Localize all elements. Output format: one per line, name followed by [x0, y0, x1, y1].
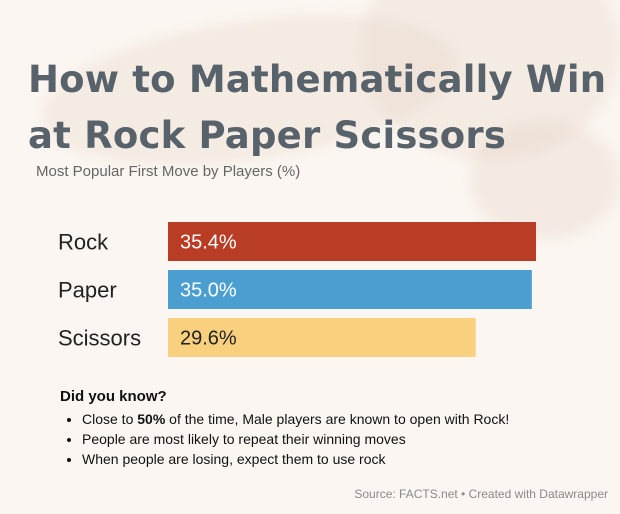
fact-1-suffix: of the time, Male players are known to o… [165, 411, 510, 427]
background-hand-shape [470, 120, 620, 240]
value-label: 29.6% [180, 328, 237, 350]
bar-paper [168, 270, 532, 309]
fact-item-2: People are most likely to repeat their w… [82, 429, 600, 449]
title-line-2: at Rock Paper Scissors [28, 114, 507, 157]
did-you-know-heading: Did you know? [60, 388, 167, 405]
did-you-know-box: Did you know? Close to 50% of the time, … [60, 388, 600, 469]
title-line-1: How to Mathematically Win [28, 58, 607, 101]
value-label: 35.4% [180, 232, 237, 254]
fact-1-bold: 50% [137, 411, 166, 427]
value-label: 35.0% [180, 280, 237, 302]
bar-rock [168, 222, 536, 261]
fact-item-3: When people are losing, expect them to u… [82, 449, 600, 469]
page-title: How to Mathematically Win at Rock Paper … [28, 52, 608, 164]
bar-chart: Rock 35.4% Paper 35.0% Scissors 29.6% [58, 222, 536, 357]
facts-list: Close to 50% of the time, Male players a… [60, 409, 600, 469]
source-credit: Source: FACTS.net • Created with Datawra… [354, 487, 608, 501]
chart-subtitle: Most Popular First Move by Players (%) [36, 163, 301, 180]
category-label: Rock [58, 230, 109, 255]
category-label: Paper [58, 278, 117, 303]
fact-1-prefix: Close to [82, 411, 138, 427]
category-label: Scissors [58, 326, 141, 351]
fact-item-1: Close to 50% of the time, Male players a… [82, 409, 600, 429]
bar-scissors [168, 318, 476, 357]
